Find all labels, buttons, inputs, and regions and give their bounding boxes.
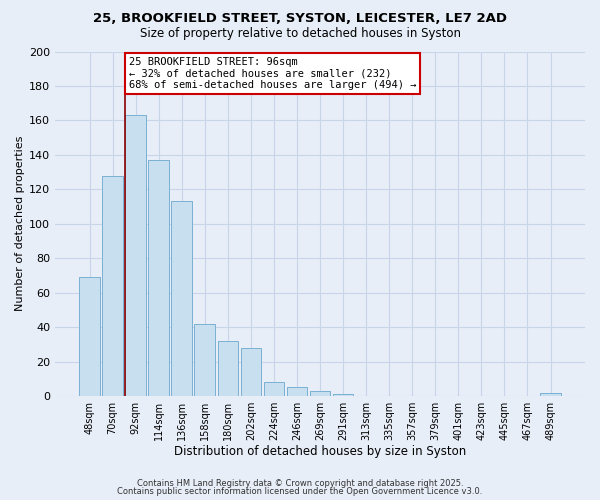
Text: Size of property relative to detached houses in Syston: Size of property relative to detached ho… (139, 28, 461, 40)
Text: 25 BROOKFIELD STREET: 96sqm
← 32% of detached houses are smaller (232)
68% of se: 25 BROOKFIELD STREET: 96sqm ← 32% of det… (129, 56, 416, 90)
Bar (194, 324, 215, 396)
Bar (540, 392, 561, 396)
Y-axis label: Number of detached properties: Number of detached properties (15, 136, 25, 312)
Bar (287, 388, 307, 396)
Text: 25, BROOKFIELD STREET, SYSTON, LEICESTER, LE7 2AD: 25, BROOKFIELD STREET, SYSTON, LEICESTER… (93, 12, 507, 26)
Text: Contains public sector information licensed under the Open Government Licence v3: Contains public sector information licen… (118, 487, 482, 496)
Bar (148, 160, 169, 396)
X-axis label: Distribution of detached houses by size in Syston: Distribution of detached houses by size … (174, 444, 466, 458)
Text: Contains HM Land Registry data © Crown copyright and database right 2025.: Contains HM Land Registry data © Crown c… (137, 478, 463, 488)
Bar (333, 394, 353, 396)
Bar (172, 202, 192, 396)
Bar (241, 348, 262, 396)
Bar (218, 341, 238, 396)
Bar (102, 176, 123, 396)
Bar (79, 277, 100, 396)
Bar (263, 382, 284, 396)
Bar (310, 391, 331, 396)
Bar (125, 116, 146, 396)
